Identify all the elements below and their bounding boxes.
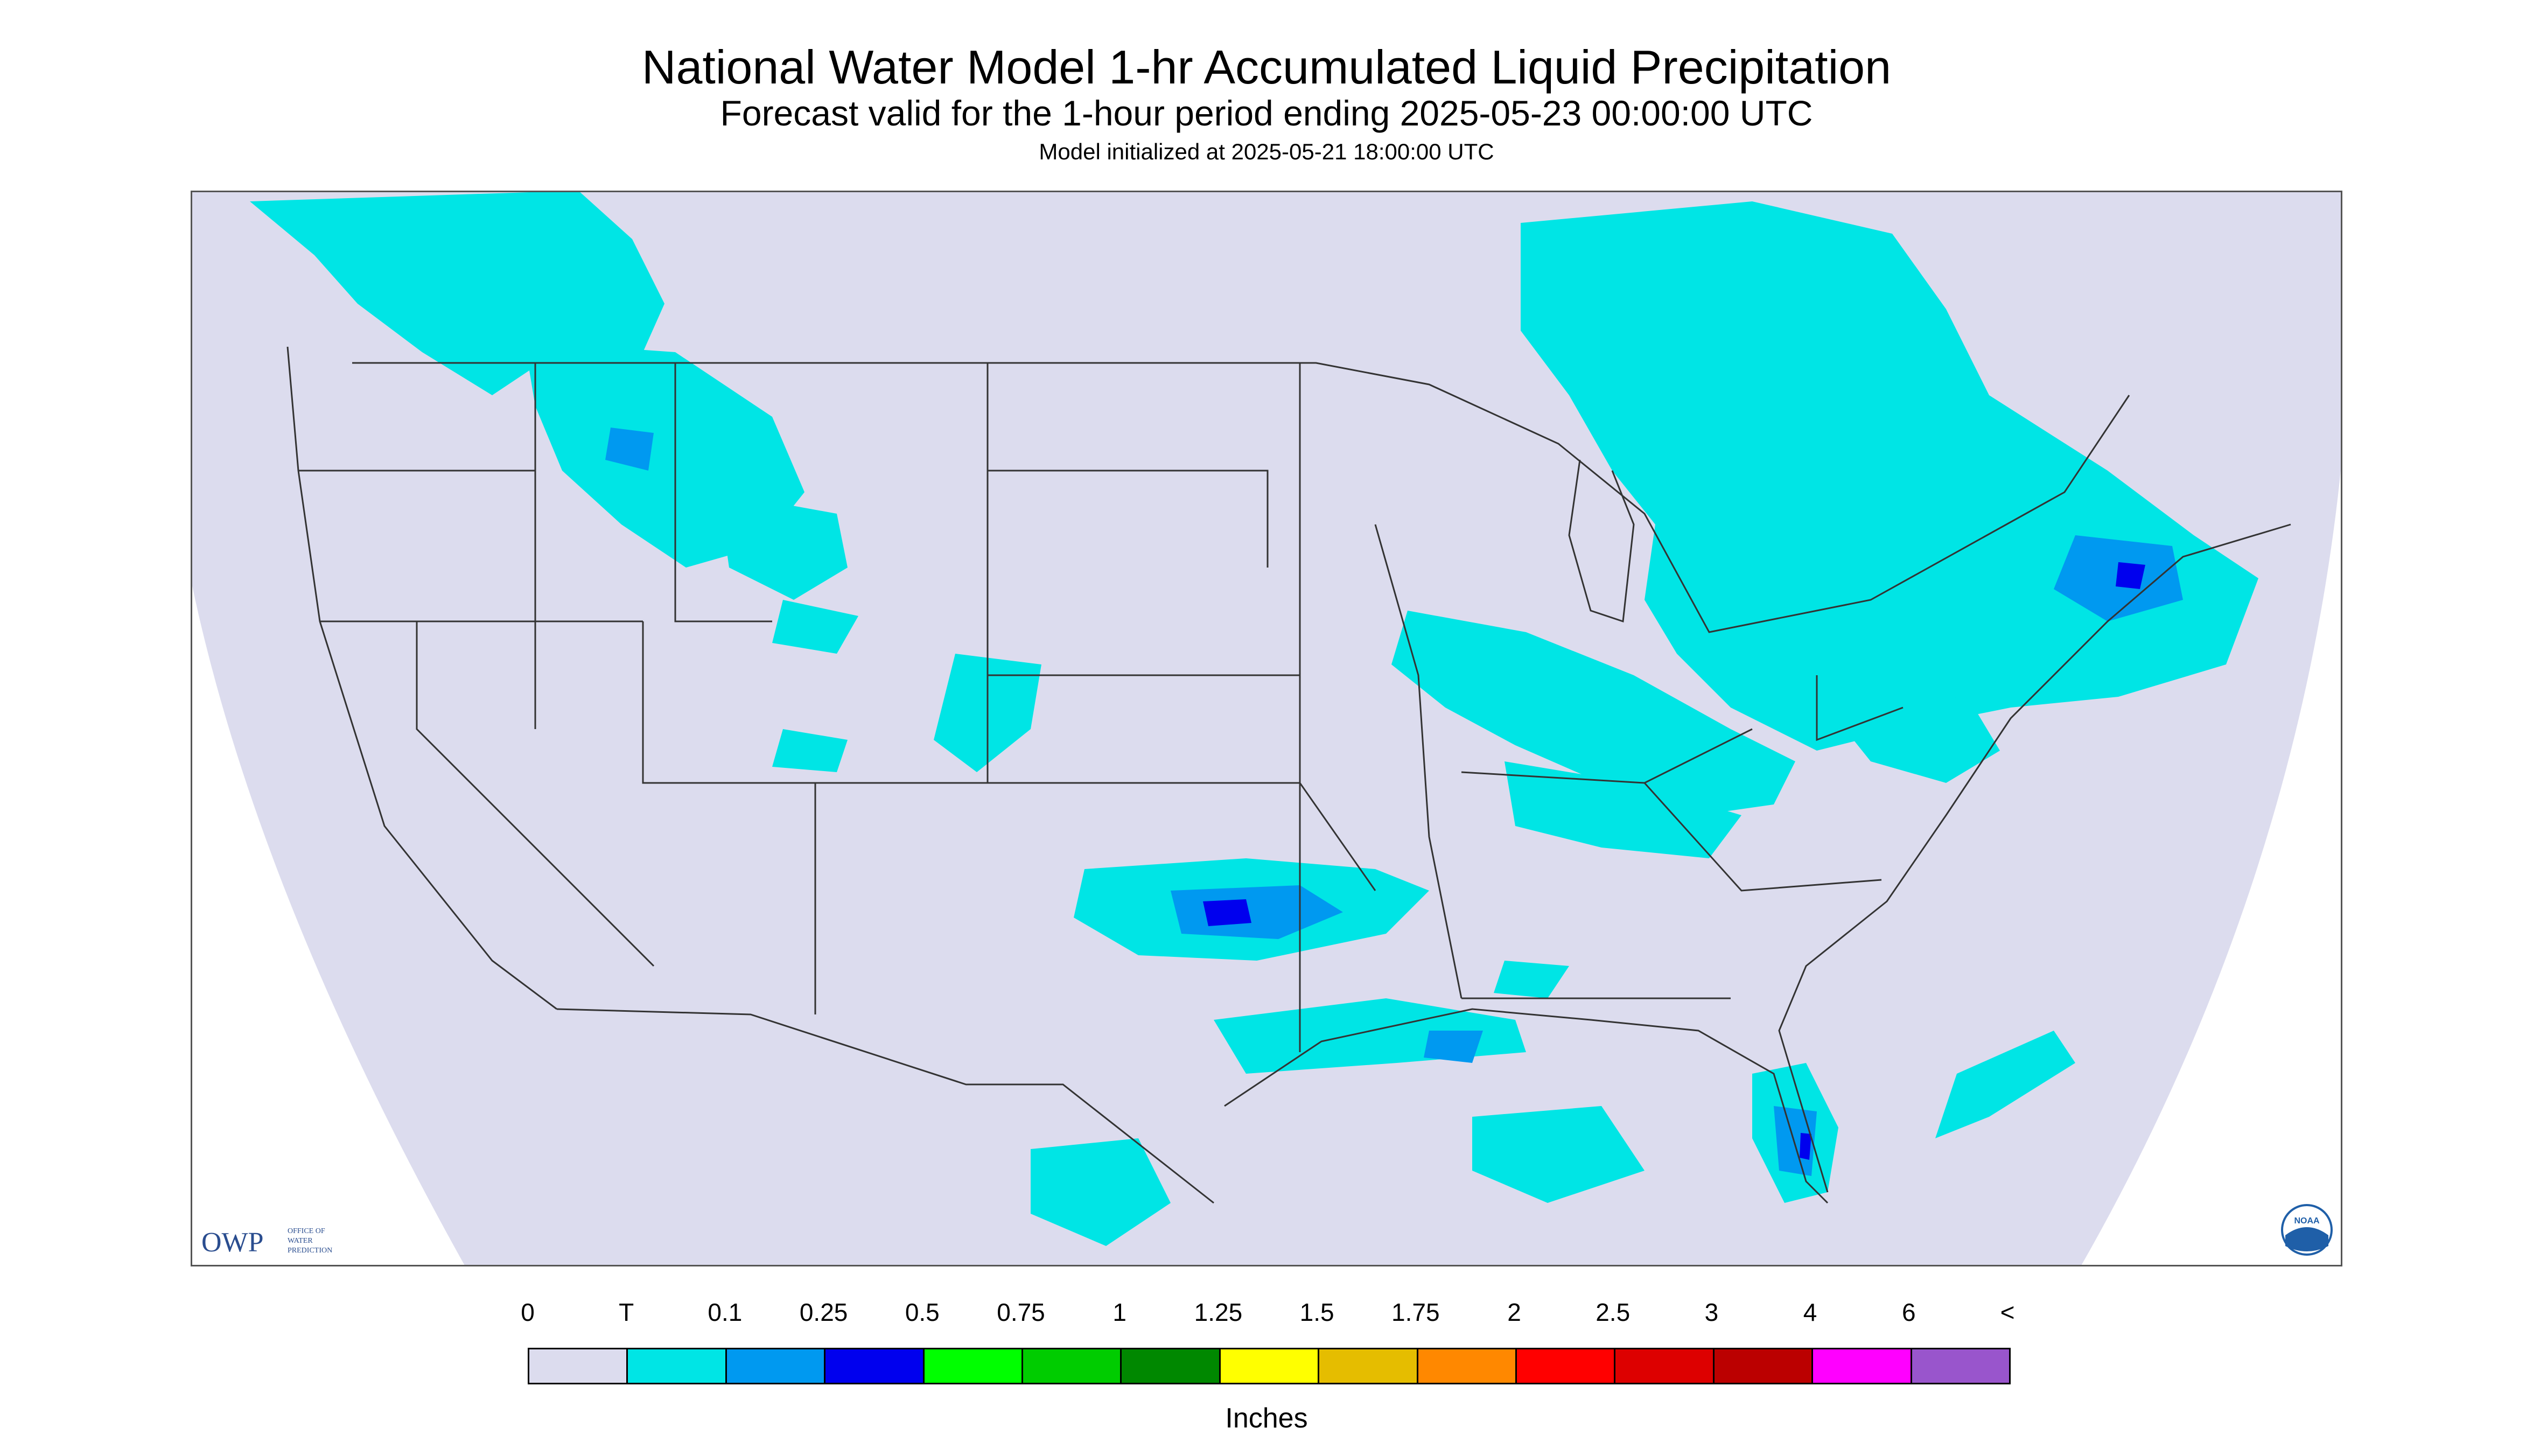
- divider-nv: [416, 621, 655, 967]
- divider-ut-co: [642, 621, 1052, 784]
- noaa-logo-wave: [2285, 1227, 2328, 1251]
- divider-carolinas: [1643, 782, 1882, 892]
- legend-tick-label: 1.25: [1194, 1298, 1243, 1326]
- state-boundaries: [286, 346, 2291, 1204]
- us-canada-border: [352, 362, 2130, 633]
- legend-tick-label: 1: [1112, 1298, 1126, 1326]
- legend-swatch: [628, 1349, 727, 1383]
- legend-tick-label: 0.25: [799, 1298, 848, 1326]
- legend-tick-label: 3: [1704, 1298, 1719, 1326]
- legend-tick-label: 6: [1902, 1298, 1916, 1326]
- legend-tick-label: 0.1: [708, 1298, 743, 1326]
- legend-units: Inches: [1225, 1403, 1308, 1434]
- divider-sd-ne: [988, 470, 1269, 568]
- legend-swatch: [1813, 1349, 1912, 1383]
- precip-moderate-areas: [1203, 562, 2145, 1160]
- precip-great-lakes-canada: [1521, 201, 2258, 751]
- noaa-logo: NOAA: [2281, 1204, 2333, 1256]
- precip-midwest-band: [1391, 611, 1795, 815]
- precip-moderate-florida: [1800, 1133, 1811, 1160]
- colorbar: [528, 1348, 2011, 1384]
- legend-tick-label: 0.5: [905, 1298, 940, 1326]
- legend-swatch: [1122, 1349, 1221, 1383]
- owp-logo-name: OFFICE OF WATER PREDICTION: [288, 1227, 332, 1255]
- precip-light-montana: [605, 428, 654, 471]
- map-border: [191, 191, 2342, 1266]
- legend-swatch: [1615, 1349, 1715, 1383]
- precip-south-texas: [1031, 1138, 1171, 1246]
- legend-tick-label: 0.75: [997, 1298, 1045, 1326]
- legend-tick-label: 0: [521, 1298, 535, 1326]
- legend-labels: 0 T 0.1 0.25 0.5 0.75 1 1.25 1.5 1.75 2 2.5 3 4 6 <: [521, 1298, 2015, 1335]
- legend-swatch: [1714, 1349, 1814, 1383]
- legend-swatch: [726, 1349, 826, 1383]
- legend-swatch: [1220, 1349, 1320, 1383]
- great-lakes-michigan: [1568, 459, 1635, 623]
- precip-moderate-mass: [2116, 562, 2145, 589]
- legend-swatch: [1023, 1349, 1122, 1383]
- divider-mississippi: [1374, 524, 1463, 999]
- west-coast: [286, 346, 557, 1010]
- legend-swatch: [529, 1349, 628, 1383]
- precip-idaho-spots: [772, 600, 858, 654]
- precip-atlantic-spots: [1935, 1031, 2075, 1138]
- precip-nebraska-spots: [772, 729, 848, 772]
- precip-moderate-oklahoma: [1203, 899, 1251, 926]
- legend-tick-label: 4: [1803, 1298, 1817, 1326]
- divider-northeast: [1816, 675, 1904, 741]
- legend-swatch: [825, 1349, 925, 1383]
- noaa-logo-text: NOAA: [2294, 1216, 2320, 1226]
- legend-tick-label: 2.5: [1596, 1298, 1631, 1326]
- precip-ohio-valley: [1505, 761, 1741, 858]
- legend-tick-label: <: [2000, 1298, 2015, 1326]
- precip-mid-atlantic: [1828, 697, 2000, 783]
- legend-tick-label: T: [619, 1298, 634, 1326]
- east-coast: [1778, 523, 2291, 1193]
- us-mexico-border: [556, 1008, 1214, 1204]
- legend-tick-label: 1.75: [1391, 1298, 1440, 1326]
- legend-swatch: [1912, 1349, 2010, 1383]
- owp-logo-abbrev: OWP: [201, 1227, 264, 1258]
- legend-tick-label: 2: [1507, 1298, 1521, 1326]
- precip-southern-ga: [1494, 961, 1569, 998]
- divider-mt-wy: [674, 363, 772, 622]
- owp-logo: OWP OFFICE OF WATER PREDICTION: [201, 1227, 332, 1258]
- precip-montana-streaks: [718, 492, 848, 600]
- legend-swatch: [924, 1349, 1024, 1383]
- precip-gulf-spots: [1472, 1106, 1645, 1203]
- map-subtitle: Forecast valid for the 1-hour period end…: [720, 93, 1813, 133]
- legend-swatch: [1517, 1349, 1616, 1383]
- precipitation-map: OWP OFFICE OF WATER PREDICTION NOAA: [191, 191, 2342, 1266]
- legend-swatch: [1418, 1349, 1517, 1383]
- gulf-coast: [1224, 1008, 1829, 1204]
- legend-tick-label: 1.5: [1299, 1298, 1334, 1326]
- map-title: National Water Model 1-hr Accumulated Li…: [641, 40, 1892, 94]
- precip-light-louisiana: [1424, 1031, 1483, 1063]
- model-init-label: Model initialized at 2025-05-21 18:00:00…: [1039, 139, 1494, 164]
- legend-swatch: [1319, 1349, 1418, 1383]
